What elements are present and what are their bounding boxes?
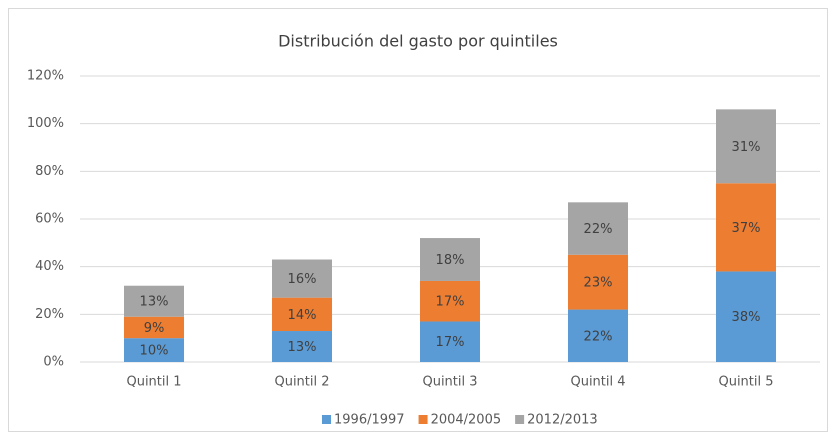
y-tick-label: 0% xyxy=(43,355,64,370)
bar-segment xyxy=(124,338,184,362)
bar-segment xyxy=(420,321,480,362)
legend-swatch xyxy=(418,415,428,424)
bar-segment xyxy=(716,183,776,272)
bar-segment xyxy=(272,297,332,332)
x-tick-label: Quintil 4 xyxy=(570,375,625,390)
data-label: 23% xyxy=(584,276,613,291)
data-label: 37% xyxy=(732,221,761,236)
bar-segment xyxy=(716,271,776,362)
bar-segment xyxy=(568,254,628,310)
legend-label: 2012/2013 xyxy=(527,413,598,428)
y-tick-label: 80% xyxy=(35,164,64,179)
data-label: 18% xyxy=(436,253,465,268)
data-label: 16% xyxy=(288,272,317,287)
data-label: 22% xyxy=(584,329,613,344)
data-label: 10% xyxy=(140,344,169,359)
bar-segment xyxy=(568,202,628,255)
y-tick-label: 20% xyxy=(35,307,64,322)
chart-title: Distribución del gasto por quintiles xyxy=(278,32,558,51)
data-label: 13% xyxy=(140,295,169,310)
data-label: 14% xyxy=(288,308,317,323)
data-label: 17% xyxy=(436,295,465,310)
data-label: 22% xyxy=(584,222,613,237)
y-tick-label: 40% xyxy=(35,259,64,274)
bar-segment xyxy=(568,309,628,362)
bar-segment xyxy=(124,285,184,317)
data-label: 13% xyxy=(288,340,317,355)
bar-segment xyxy=(272,331,332,362)
x-tick-label: Quintil 1 xyxy=(126,375,181,390)
chart-frame xyxy=(8,8,828,432)
x-tick-label: Quintil 2 xyxy=(274,375,329,390)
data-label: 17% xyxy=(436,335,465,350)
data-label: 9% xyxy=(144,321,165,336)
x-tick-label: Quintil 3 xyxy=(422,375,477,390)
legend-swatch xyxy=(322,415,331,424)
bar-segment xyxy=(420,238,480,281)
bar-segment xyxy=(272,259,332,298)
y-tick-label: 100% xyxy=(27,116,64,131)
data-label: 31% xyxy=(732,140,761,155)
data-label: 38% xyxy=(732,310,761,325)
bar-segment xyxy=(716,109,776,184)
legend-swatch xyxy=(515,415,525,424)
bar-segment xyxy=(124,316,184,339)
bar-segment xyxy=(420,280,480,322)
x-tick-label: Quintil 5 xyxy=(718,375,773,390)
legend-label: 1996/1997 xyxy=(334,413,405,428)
legend-label: 2004/2005 xyxy=(431,413,502,428)
y-tick-label: 60% xyxy=(35,212,64,227)
y-tick-label: 120% xyxy=(27,69,64,84)
